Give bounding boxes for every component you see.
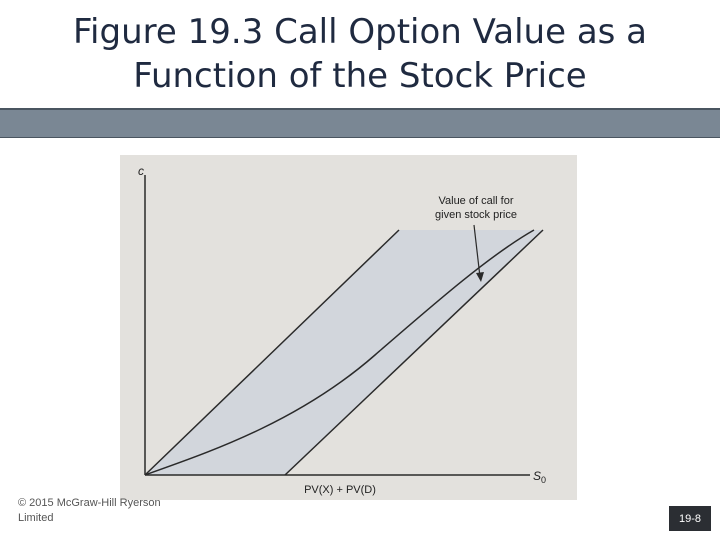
- copyright-notice: © 2015 McGraw-Hill Ryerson Limited: [18, 496, 188, 526]
- slide-title-line-1: Figure 19.3 Call Option Value as a: [72, 12, 648, 52]
- slide-title-line-2: Function of the Stock Price: [133, 56, 587, 96]
- x-axis-label-main: S: [533, 469, 541, 483]
- call-option-figure: c Value of call for given stock price S0…: [120, 155, 577, 500]
- x-axis-label-subscript: 0: [541, 475, 546, 485]
- y-axis-label: c: [138, 164, 144, 178]
- title-area: Figure 19.3 Call Option Value as a Funct…: [0, 0, 720, 108]
- copyright-line-1: © 2015 McGraw-Hill Ryerson: [18, 497, 161, 509]
- annotation-arrow-head: [476, 272, 484, 282]
- x-intercept-label: PV(X) + PV(D): [304, 484, 376, 496]
- annotation-line-2: given stock price: [435, 209, 517, 221]
- slide-title: Figure 19.3 Call Option Value as a Funct…: [40, 10, 680, 98]
- slide-number-text: 19-8: [678, 512, 702, 525]
- slide-number-badge: 19-8: [669, 506, 711, 531]
- annotation-line-1: Value of call for: [438, 195, 513, 207]
- upper-bound-line: [144, 229, 400, 476]
- title-divider-bar: [0, 108, 720, 138]
- shaded-bounds-region: [145, 230, 543, 475]
- x-axis-label: S0: [533, 469, 546, 485]
- call-value-curve: [144, 229, 535, 476]
- call-option-diagram: c Value of call for given stock price S0…: [138, 164, 546, 496]
- copyright-line-2: Limited: [18, 512, 54, 524]
- annotation-arrow-shaft: [473, 224, 481, 278]
- lower-bound-line: [284, 229, 544, 476]
